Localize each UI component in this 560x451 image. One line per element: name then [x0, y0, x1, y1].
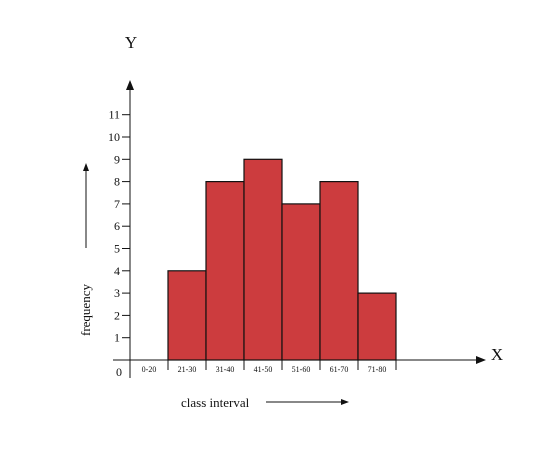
x-axis-arrowhead: [476, 356, 486, 364]
y-ticks-group: 1 2 3 4 5 6 7 8 9 10 11: [108, 108, 130, 345]
bars-group: [167, 158, 397, 361]
x-tick-label: 31-40: [216, 365, 235, 374]
x-tick-label: 0-20: [142, 365, 157, 374]
origin-label: 0: [116, 365, 122, 379]
y-tick-label: 6: [114, 219, 120, 233]
y-axis-label: frequency: [78, 284, 93, 336]
y-tick-label: 8: [114, 175, 120, 189]
y-tick-label: 3: [114, 286, 120, 300]
y-tick-label: 9: [114, 152, 120, 166]
bar-31-40: [205, 181, 245, 361]
y-tick-label: 2: [114, 308, 120, 322]
x-tick-label: 51-60: [292, 365, 311, 374]
y-axis-letter: Y: [125, 33, 137, 52]
x-axis-letter: X: [491, 345, 503, 364]
bar-41-50: [243, 158, 283, 361]
y-tick-label: 1: [114, 331, 120, 345]
bar-61-70: [319, 181, 359, 361]
x-ticks-group: 0-20 21-30 31-40 41-50 51-60 61-70 71-80: [129, 360, 397, 374]
y-tick-label: 7: [114, 197, 120, 211]
x-tick-label: 61-70: [330, 365, 349, 374]
x-tick-label: 41-50: [254, 365, 273, 374]
bar-51-60: [281, 203, 321, 361]
y-tick-label: 4: [114, 264, 120, 278]
bar-71-80: [357, 292, 397, 361]
x-label-arrowhead: [341, 399, 349, 405]
x-axis-label: class interval: [181, 395, 250, 410]
y-tick-label: 11: [108, 108, 120, 122]
bar-21-30: [167, 270, 207, 361]
y-label-arrowhead: [83, 163, 89, 171]
x-tick-label: 21-30: [178, 365, 197, 374]
y-tick-label: 5: [114, 242, 120, 256]
x-tick-label: 71-80: [368, 365, 387, 374]
y-tick-label: 10: [108, 130, 120, 144]
y-axis-arrowhead: [126, 80, 134, 90]
